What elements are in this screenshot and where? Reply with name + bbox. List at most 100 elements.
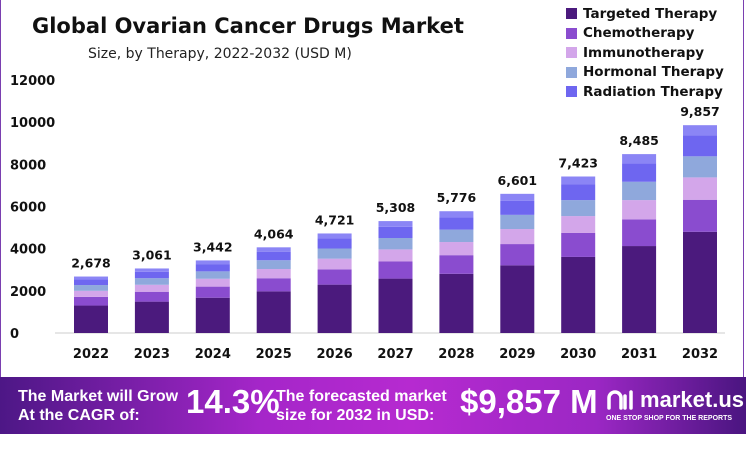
- y-tick-label: 0: [10, 327, 19, 342]
- forecast-label: The forecasted market size for 2032 in US…: [276, 387, 447, 425]
- bar-segment-targeted-therapy: [134, 301, 169, 333]
- bar-segment-targeted-therapy: [195, 297, 230, 333]
- bar-segment-immunotherapy: [317, 258, 352, 270]
- y-tick-label: 10000: [10, 116, 55, 131]
- logo-icon: [607, 390, 633, 410]
- forecast-label-line2: size for 2032 in USD:: [276, 407, 435, 424]
- bar-segment-chemotherapy: [439, 255, 474, 274]
- bar-segment-hormonal-therapy: [256, 260, 291, 269]
- legend-swatch: [566, 86, 577, 98]
- bar-segment-immunotherapy: [500, 229, 535, 245]
- legend: Targeted Therapy Chemotherapy Immunotherap…: [566, 4, 724, 102]
- bar-segment-targeted-therapy: [500, 265, 535, 333]
- x-tick-label: 2023: [134, 347, 170, 362]
- x-tick-label: 2027: [377, 347, 413, 362]
- legend-item: Hormonal Therapy: [566, 63, 724, 83]
- bar-segment-other: [195, 260, 230, 265]
- legend-label: Hormonal Therapy: [583, 64, 724, 81]
- x-tick-label: 2026: [317, 347, 353, 362]
- bar-segment-radiation-therapy: [439, 217, 474, 230]
- bar-segment-radiation-therapy: [683, 135, 717, 157]
- bar-segment-chemotherapy: [195, 286, 230, 298]
- bar-segment-targeted-therapy: [74, 305, 108, 333]
- x-tick-label: 2022: [73, 347, 109, 362]
- data-label: 6,601: [498, 173, 538, 188]
- bar-segment-other: [134, 268, 169, 272]
- market-us-logo: market.us ONE STOP SHOP FOR THE REPORTS: [606, 387, 744, 423]
- legend-swatch: [566, 66, 577, 78]
- chart-title: Global Ovarian Cancer Drugs Market: [32, 14, 464, 38]
- bar-segment-radiation-therapy: [195, 264, 230, 272]
- summary-banner: The Market will Grow At the CAGR of: 14.3…: [0, 377, 746, 434]
- bar-segment-chemotherapy: [134, 291, 169, 302]
- x-tick-label: 2024: [195, 347, 231, 362]
- bar-segment-radiation-therapy: [561, 184, 596, 201]
- legend-swatch: [566, 8, 577, 20]
- bar-segment-targeted-therapy: [683, 231, 717, 333]
- bar-segment-other: [683, 125, 717, 136]
- y-tick-label: 6000: [10, 201, 46, 216]
- bar-segment-chemotherapy: [74, 296, 108, 306]
- bar-segment-hormonal-therapy: [561, 200, 596, 217]
- bar-segment-hormonal-therapy: [439, 229, 474, 243]
- bar-segment-radiation-therapy: [500, 200, 535, 215]
- data-label: 4,064: [254, 226, 294, 241]
- bar-segment-other: [74, 276, 108, 280]
- bar-segment-chemotherapy: [561, 232, 596, 257]
- cagr-label-line1: The Market will Grow: [18, 388, 179, 405]
- legend-swatch: [566, 27, 577, 39]
- bar-segment-other: [378, 221, 413, 227]
- bar-segment-immunotherapy: [622, 200, 657, 220]
- bar-segment-radiation-therapy: [378, 226, 413, 238]
- data-label: 5,776: [437, 190, 477, 205]
- bar-segment-radiation-therapy: [622, 163, 657, 182]
- bar-segment-radiation-therapy: [317, 238, 352, 249]
- legend-item: Targeted Therapy: [566, 4, 724, 24]
- bar-segment-other: [561, 176, 596, 185]
- x-tick-label: 2029: [499, 347, 535, 362]
- bar-segment-immunotherapy: [439, 242, 474, 256]
- bar-segment-hormonal-therapy: [317, 248, 352, 259]
- bar-segment-hormonal-therapy: [500, 214, 535, 230]
- logo-tagline: ONE STOP SHOP FOR THE REPORTS: [606, 415, 733, 422]
- bar-segment-chemotherapy: [622, 219, 657, 247]
- x-tick-label: 2031: [621, 347, 657, 362]
- bar-segment-chemotherapy: [256, 278, 291, 292]
- bar-segment-other: [439, 211, 474, 218]
- legend-item: Immunotherapy: [566, 43, 724, 63]
- logo-row: market.us: [606, 387, 744, 413]
- forecast-label-line1: The forecasted market: [276, 388, 447, 405]
- bar-segment-immunotherapy: [683, 177, 717, 200]
- logo-text: market.us: [640, 387, 744, 412]
- bar-segment-radiation-therapy: [74, 279, 108, 286]
- y-tick-label: 8000: [10, 158, 46, 173]
- data-label: 3,442: [193, 239, 233, 254]
- y-tick-label: 2000: [10, 285, 46, 300]
- bar-segment-immunotherapy: [195, 278, 230, 287]
- data-label: 5,308: [376, 200, 416, 215]
- cagr-label: The Market will Grow At the CAGR of:: [18, 387, 178, 425]
- bar-segment-targeted-therapy: [622, 246, 657, 333]
- bar-segment-immunotherapy: [561, 216, 596, 233]
- bar-segment-radiation-therapy: [256, 251, 291, 261]
- cagr-label-line2: At the CAGR of:: [18, 407, 140, 424]
- chart-subtitle: Size, by Therapy, 2022-2032 (USD M): [88, 46, 352, 62]
- bar-segment-hormonal-therapy: [195, 271, 230, 279]
- bar-segment-immunotherapy: [378, 249, 413, 262]
- bar-segment-immunotherapy: [74, 290, 108, 297]
- bar-segment-other: [256, 247, 291, 252]
- x-tick-label: 2025: [256, 347, 292, 362]
- legend-label: Radiation Therapy: [583, 83, 723, 100]
- y-tick-label: 12000: [10, 74, 55, 89]
- bar-segment-radiation-therapy: [134, 271, 169, 279]
- y-tick-label: 4000: [10, 243, 46, 258]
- bar-segment-targeted-therapy: [561, 256, 596, 333]
- bar-segment-immunotherapy: [134, 284, 169, 292]
- data-label: 7,423: [558, 155, 598, 170]
- legend-label: Chemotherapy: [583, 25, 695, 42]
- bar-segment-targeted-therapy: [256, 291, 291, 333]
- bar-segment-chemotherapy: [500, 244, 535, 266]
- bar-segment-targeted-therapy: [378, 278, 413, 333]
- legend-label: Immunotherapy: [583, 44, 705, 61]
- bar-segment-hormonal-therapy: [683, 156, 717, 178]
